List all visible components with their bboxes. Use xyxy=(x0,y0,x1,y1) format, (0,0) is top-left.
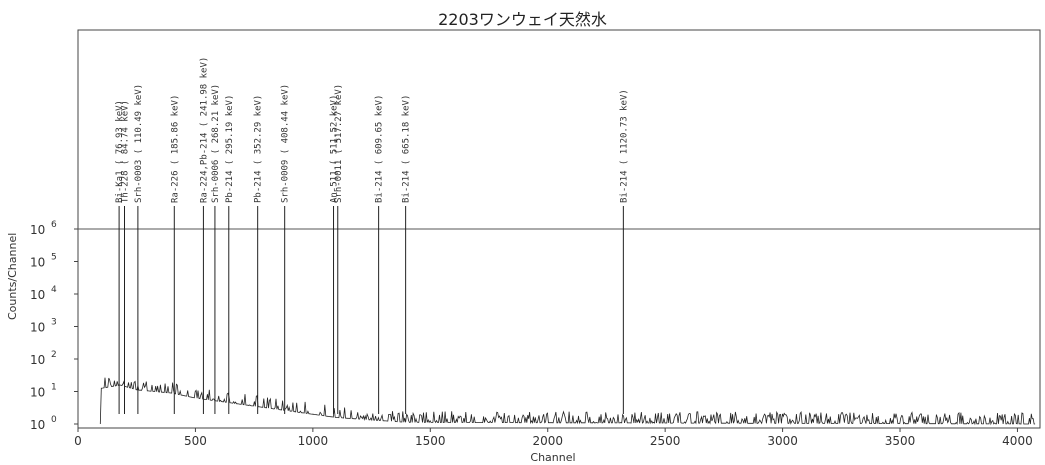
x-tick-label: 500 xyxy=(184,434,207,448)
peak-label: Bi-214 ( 665.18 keV) xyxy=(402,95,412,203)
peak-label: Bi-214 ( 1120.73 keV) xyxy=(619,89,629,203)
x-tick-label: 0 xyxy=(74,434,82,448)
y-tick-base: 10 xyxy=(30,418,45,432)
peak-label: Srh-0009 ( 408.44 keV) xyxy=(281,84,291,203)
y-tick-exponent: 4 xyxy=(51,285,57,295)
peak-label: Th-228 ( 84.74 keV) xyxy=(121,100,131,203)
peak-label: An-511 ( 511.52 keV) xyxy=(330,95,340,203)
y-tick-exponent: 3 xyxy=(51,318,57,328)
x-tick-label: 4000 xyxy=(1002,434,1033,448)
y-tick-exponent: 6 xyxy=(51,220,57,230)
peak-label: Bi-214 ( 609.65 keV) xyxy=(375,95,385,203)
y-tick-exponent: 0 xyxy=(51,415,57,425)
y-tick-base: 10 xyxy=(30,321,45,335)
peak-label: Pb-214 ( 352.29 keV) xyxy=(254,95,264,203)
x-tick-label: 1000 xyxy=(298,434,329,448)
peak-label: Srh-0003 ( 110.49 keV) xyxy=(134,84,144,203)
y-tick-exponent: 5 xyxy=(51,253,57,263)
spectrum-trace xyxy=(99,377,1036,426)
peak-label: Pb-214 ( 295.19 keV) xyxy=(225,95,235,203)
x-tick-label: 3000 xyxy=(767,434,798,448)
x-tick-label: 1500 xyxy=(415,434,446,448)
peak-label: Ra-224,Pb-214 ( 241.98 keV) xyxy=(199,57,209,203)
x-tick-label: 2000 xyxy=(532,434,563,448)
y-tick-base: 10 xyxy=(30,386,45,400)
chart-title: 2203ワンウェイ天然水 xyxy=(438,10,607,29)
peak-label: Bi-Ka1 ( 76.93 keV) xyxy=(115,100,125,203)
peak-label: Srh-0006 ( 268.21 keV) xyxy=(211,84,221,203)
peak-label: Ra-226 ( 185.86 keV) xyxy=(170,95,180,203)
y-tick-base: 10 xyxy=(30,256,45,270)
y-tick-exponent: 2 xyxy=(51,350,57,360)
y-tick-exponent: 1 xyxy=(51,383,57,393)
y-tick-base: 10 xyxy=(30,288,45,302)
x-axis-label: Channel xyxy=(530,451,575,464)
peak-label: Srh-0011 ( 517.27 keV) xyxy=(334,84,344,203)
x-tick-label: 3500 xyxy=(885,434,916,448)
y-tick-base: 10 xyxy=(30,223,45,237)
y-tick-base: 10 xyxy=(30,353,45,367)
x-tick-label: 2500 xyxy=(650,434,681,448)
